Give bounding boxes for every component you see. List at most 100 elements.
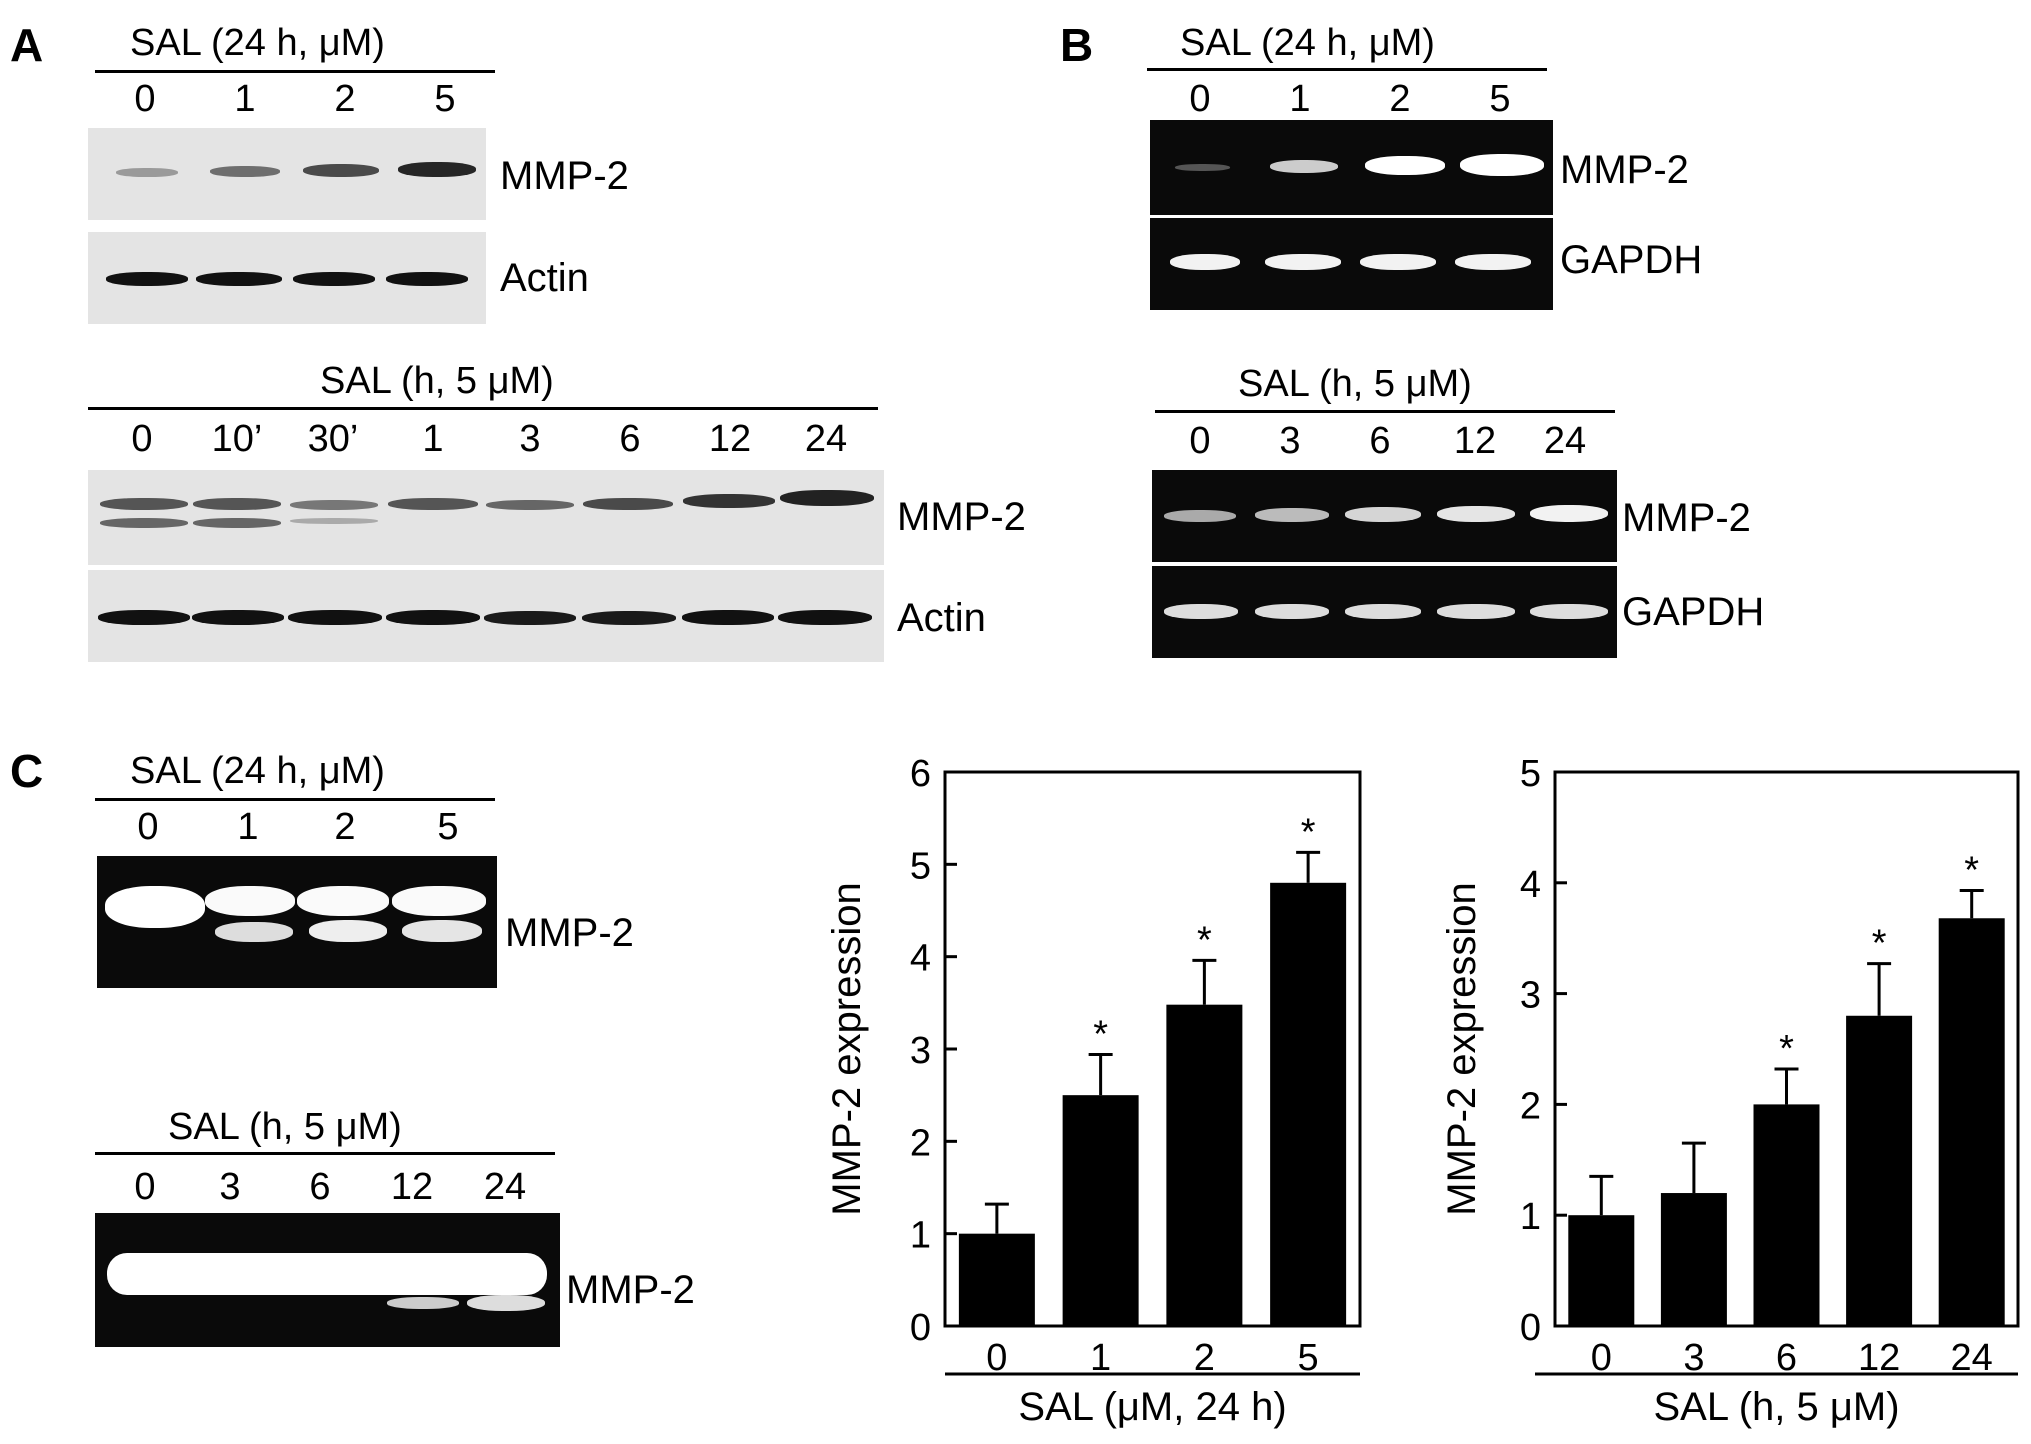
lane-label: 5 [437,806,459,848]
lane-label: 1 [422,418,444,460]
band-label-mmp2: MMP-2 [897,495,1026,539]
treatment-header: SAL (24 h, μM) [1180,22,1435,64]
x-tick-label: 5 [1298,1337,1319,1379]
treatment-header: SAL (24 h, μM) [130,750,385,792]
y-tick-label: 2 [1520,1085,1541,1127]
treatment-header: SAL (h, 5 μM) [320,360,554,402]
lane-label: 1 [1289,78,1311,120]
header-rule [95,1152,555,1155]
y-tick-label: 5 [910,845,931,887]
lane-label: 0 [134,78,156,120]
y-tick-label: 4 [1520,864,1541,906]
y-tick-label: 4 [910,938,931,980]
bar [1166,1004,1243,1326]
y-tick-label: 1 [1520,1196,1541,1238]
western-blot-mmp2 [88,470,884,565]
rt-pcr-gel-mmp2 [1152,470,1617,562]
y-tick-label: 5 [1520,753,1541,795]
bar [1270,882,1347,1326]
panel-letter-c: C [10,745,44,797]
rt-pcr-gel-gapdh [1152,566,1617,658]
significance-marker: * [1093,1014,1108,1056]
lane-label: 12 [390,1166,434,1208]
lane-label: 6 [619,418,641,460]
y-tick-label: 1 [910,1215,931,1257]
band-label-mmp2: MMP-2 [566,1268,695,1312]
y-axis-label: MMP-2 expression [1440,882,1484,1215]
significance-marker: * [1872,923,1887,965]
x-axis-label: SAL (μM, 24 h) [1018,1385,1286,1429]
lane-label: 10’ [211,418,263,460]
header-rule [88,407,878,410]
bar [1062,1095,1139,1326]
lane-label: 0 [134,1166,156,1208]
significance-marker: * [1197,919,1212,961]
x-tick-label: 6 [1776,1337,1797,1379]
bar [1938,918,2005,1326]
rt-pcr-gel-mmp2 [1150,120,1553,215]
x-tick-label: 3 [1683,1337,1704,1379]
bar [1846,1015,1913,1326]
lane-label: 0 [131,418,153,460]
band-label-gapdh: GAPDH [1560,238,1703,282]
y-tick-label: 3 [910,1030,931,1072]
bar-chart-dose: 0 1 2 3 4 5 6 0 * 1 * 2 * 5 SAL (μM, 24 h) MMP-2 expres… [825,753,1362,1429]
bar [1660,1193,1727,1326]
lane-label: 2 [1389,78,1411,120]
x-tick-label: 0 [986,1337,1007,1379]
band-label-actin: Actin [500,256,589,300]
x-tick-label: 12 [1858,1337,1900,1379]
lane-label: 24 [1543,420,1587,462]
lane-label: 5 [1489,78,1511,120]
significance-marker: * [1301,811,1316,853]
band-label-actin: Actin [897,596,986,640]
significance-marker: * [1779,1028,1794,1070]
lane-label: 2 [334,78,356,120]
x-tick-label: 1 [1090,1337,1111,1379]
lane-label: 6 [309,1166,331,1208]
y-tick-label: 0 [1520,1307,1541,1349]
western-blot-actin [88,232,486,324]
bar [1753,1104,1820,1326]
y-axis-label: MMP-2 expression [825,882,869,1215]
lane-label: 5 [434,78,456,120]
x-axis-label: SAL (h, 5 μM) [1653,1385,1899,1429]
lane-label: 24 [483,1166,527,1208]
treatment-header: SAL (24 h, μM) [130,22,385,64]
header-rule [1155,410,1615,413]
band-label-gapdh: GAPDH [1622,590,1765,634]
header-rule [1147,68,1547,71]
y-tick-label: 3 [1520,975,1541,1017]
header-rule [95,70,495,73]
header-rule [95,798,495,801]
lane-label: 3 [1279,420,1301,462]
x-tick-label: 0 [1591,1337,1612,1379]
significance-marker: * [1964,850,1979,892]
lane-label: 0 [1189,420,1211,462]
treatment-header: SAL (h, 5 μM) [1238,363,1472,405]
band-label-mmp2: MMP-2 [500,154,629,198]
zymogram-gel-mmp2 [95,1213,560,1347]
zymogram-gel-mmp2 [97,856,497,988]
band-label-mmp2: MMP-2 [505,911,634,955]
y-tick-label: 2 [910,1122,931,1164]
lane-label: 1 [237,806,259,848]
rt-pcr-gel-gapdh [1150,218,1553,310]
x-tick-label: 24 [1951,1337,1993,1379]
y-tick-label: 6 [910,753,931,795]
bar [1568,1215,1635,1326]
panel-letter-b: B [1060,19,1094,71]
lane-label: 12 [708,418,752,460]
lane-label: 3 [519,418,541,460]
lane-label: 24 [804,418,848,460]
lane-label: 12 [1453,420,1497,462]
lane-label: 0 [1189,78,1211,120]
band-label-mmp2: MMP-2 [1560,148,1689,192]
panel-letter-a: A [10,19,44,71]
bar [958,1233,1035,1326]
lane-label: 6 [1369,420,1391,462]
x-tick-label: 2 [1194,1337,1215,1379]
band-label-mmp2: MMP-2 [1622,496,1751,540]
